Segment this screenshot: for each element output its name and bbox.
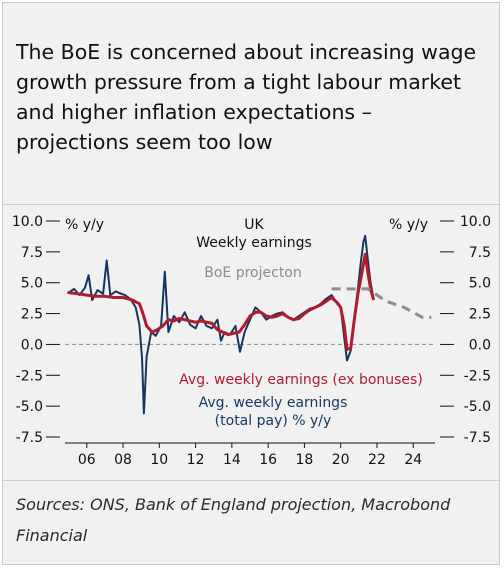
line-chart: 10.0 7.5 5.0 2.5 0.0 -2.5 -5.0 -7.5 10.0 7.5 5.0 2… <box>12 214 491 468</box>
x-tick-label: 22 <box>368 452 386 468</box>
boe-projection-line <box>331 287 432 319</box>
left-axis-unit: % y/y <box>65 217 104 233</box>
x-tick-label: 18 <box>295 452 313 468</box>
right-y-tick-label: 7.5 <box>469 245 491 261</box>
right-y-tick-label: 2.5 <box>469 307 491 323</box>
right-y-tick-label: -7.5 <box>464 430 491 446</box>
left-y-tick-label: 7.5 <box>21 245 43 261</box>
chart-area: 10.0 7.5 5.0 2.5 0.0 -2.5 -5.0 -7.5 10.0 7.5 5.0 2… <box>3 209 499 477</box>
x-axis: 06 08 10 12 14 16 18 20 22 24 <box>65 442 435 468</box>
x-tick-label: 24 <box>404 452 422 468</box>
ex-bonuses-line <box>67 252 375 351</box>
left-y-tick-label: -2.5 <box>16 368 43 384</box>
source-note: Sources: ONS, Bank of England projection… <box>16 495 451 545</box>
right-axis-unit: % y/y <box>389 217 428 233</box>
x-tick-label: 12 <box>187 452 205 468</box>
right-y-tick-label: 0.0 <box>469 337 491 353</box>
x-tick-label: 14 <box>223 452 241 468</box>
total-pay-label-line-1: Avg. weekly earnings <box>199 395 348 411</box>
x-tick-label: 08 <box>114 452 132 468</box>
x-tick-label: 16 <box>259 452 277 468</box>
left-y-tick-label: 10.0 <box>12 214 43 230</box>
chart-title-line-2: Weekly earnings <box>196 235 312 251</box>
left-y-tick-label: -5.0 <box>16 399 43 415</box>
right-y-tick-label: -2.5 <box>464 368 491 384</box>
total-pay-label-line-2: (total pay) % y/y <box>215 413 332 429</box>
left-y-tick-label: 5.0 <box>21 276 43 292</box>
top-divider <box>3 204 499 205</box>
x-tick-label: 06 <box>78 452 96 468</box>
left-y-tick-label: 2.5 <box>21 307 43 323</box>
right-y-tick-label: 5.0 <box>469 276 491 292</box>
bottom-divider <box>3 480 499 481</box>
series-lines <box>67 234 432 415</box>
chart-headline: The BoE is concerned about increasing wa… <box>16 40 477 154</box>
left-y-tick-label: -7.5 <box>16 430 43 446</box>
left-y-tick-label: 0.0 <box>21 337 43 353</box>
left-axis: 10.0 7.5 5.0 2.5 0.0 -2.5 -5.0 -7.5 <box>12 214 60 446</box>
x-tick-label: 20 <box>332 452 350 468</box>
right-axis: 10.0 7.5 5.0 2.5 0.0 -2.5 -5.0 -7.5 <box>440 214 491 446</box>
right-y-tick-label: -5.0 <box>464 399 491 415</box>
boe-projection-label: BoE projecton <box>204 265 302 281</box>
chart-card: The BoE is concerned about increasing wa… <box>2 2 500 565</box>
chart-title-line-1: UK <box>244 217 264 233</box>
ex-bonuses-label: Avg. weekly earnings (ex bonuses) <box>179 372 423 388</box>
x-tick-label: 10 <box>150 452 168 468</box>
right-y-tick-label: 10.0 <box>460 214 491 230</box>
